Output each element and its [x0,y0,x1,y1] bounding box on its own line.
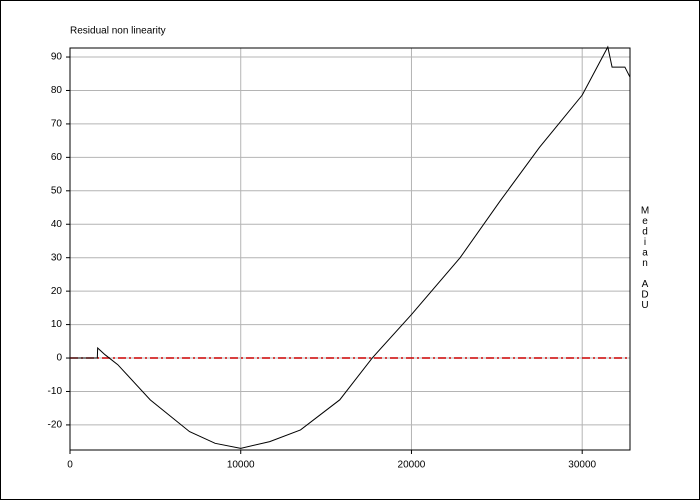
y-tick-label: 50 [51,185,63,196]
y-axis-label-char: D [641,290,648,301]
x-tick-label: 10000 [227,460,255,471]
y-axis-label-char: A [642,279,649,290]
y-tick-label: 10 [51,319,63,330]
y-axis-label-char: n [642,258,648,269]
y-axis-label-char: d [642,227,648,238]
y-axis-label-char: U [641,300,648,311]
y-tick-label: 60 [51,152,63,163]
y-axis-label-char: M [641,206,649,217]
y-tick-label: -20 [48,420,63,431]
y-axis-label-char: i [644,237,646,248]
x-tick-label: 20000 [398,460,426,471]
chart-title: Residual non linearity [70,26,166,37]
plot-border [69,47,631,451]
x-tick-label: 30000 [568,460,596,471]
y-tick-label: 70 [51,119,63,130]
y-tick-label: 0 [56,353,62,364]
y-axis-label-char: e [642,216,648,227]
plot-area [70,48,630,450]
y-tick-label: -10 [48,386,63,397]
y-tick-label: 40 [51,219,63,230]
data-line [70,45,631,449]
y-axis-label-char: a [642,248,648,259]
y-tick-label: 80 [51,85,63,96]
y-tick-label: 90 [51,52,63,63]
x-tick-label: 0 [67,460,73,471]
y-tick-label: 30 [51,252,63,263]
y-tick-label: 20 [51,286,63,297]
